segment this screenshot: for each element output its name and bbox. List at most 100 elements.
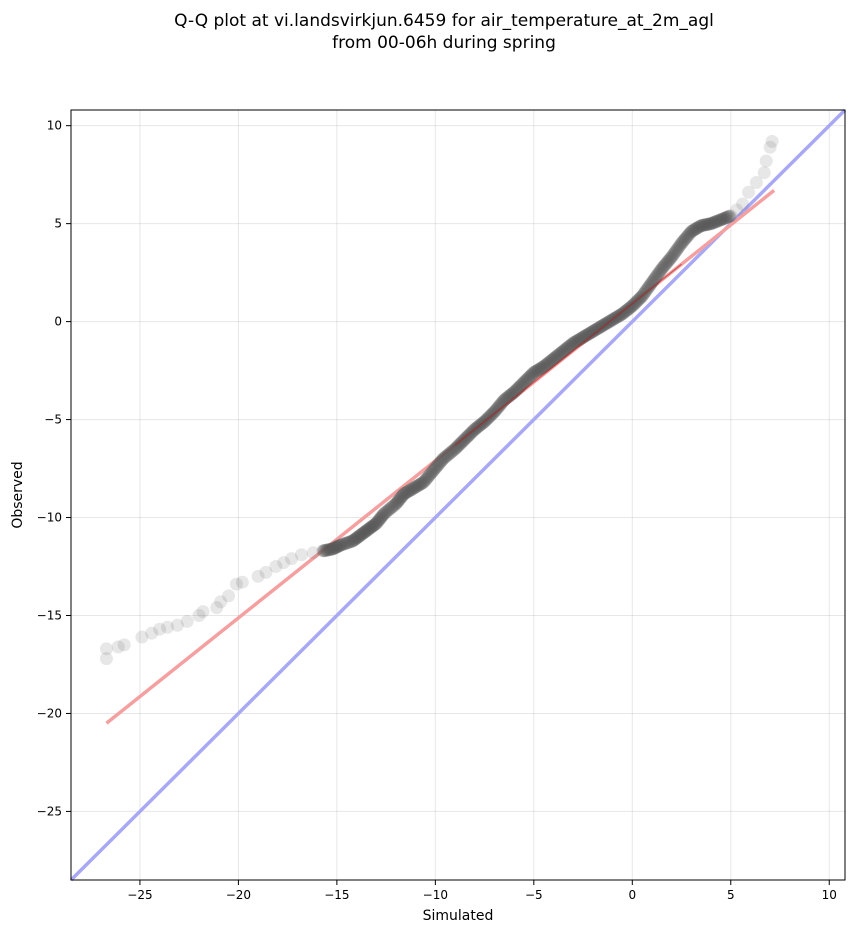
qq-point — [736, 197, 750, 211]
qq-point — [518, 374, 532, 388]
qq-point — [316, 544, 330, 558]
qq-point — [170, 618, 184, 632]
qq-point — [661, 254, 675, 268]
qq-point — [535, 360, 549, 374]
qq-point — [99, 642, 113, 656]
qq-point — [210, 601, 224, 615]
qq-point — [644, 277, 658, 291]
qq-point — [397, 487, 411, 501]
qq-point — [338, 536, 352, 550]
qq-point — [569, 335, 583, 349]
qq-point — [702, 217, 716, 231]
qq-point — [458, 432, 472, 446]
qq-point — [676, 235, 690, 249]
qq-point — [724, 209, 738, 223]
y-tick-label: −20 — [37, 706, 62, 720]
qq-point — [269, 560, 283, 574]
qq-point — [365, 519, 379, 533]
qq-point — [335, 537, 349, 551]
qq-point — [548, 351, 562, 365]
x-tick-label: 10 — [822, 888, 837, 902]
qq-point — [652, 265, 666, 279]
qq-point — [512, 380, 526, 394]
qq-point — [590, 322, 604, 336]
qq-point — [117, 638, 131, 652]
qq-point — [319, 543, 333, 557]
qq-point — [340, 536, 354, 550]
qq-point — [428, 462, 442, 476]
qq-point — [444, 446, 458, 460]
qq-point — [721, 210, 735, 224]
qq-point — [359, 524, 373, 538]
qq-point — [539, 358, 553, 372]
qq-point — [455, 435, 469, 449]
qq-point — [567, 335, 581, 349]
qq-point — [556, 344, 570, 358]
qq-point — [353, 529, 367, 543]
qq-point — [407, 481, 421, 495]
qq-point — [435, 453, 449, 467]
qq-point — [489, 403, 503, 417]
qq-point — [551, 348, 565, 362]
qq-point — [596, 319, 610, 333]
qq-point — [618, 305, 632, 319]
qq-point — [457, 433, 471, 447]
qq-point — [538, 359, 552, 373]
qq-point — [682, 227, 696, 241]
qq-point — [694, 219, 708, 233]
qq-point — [622, 302, 636, 316]
qq-point — [344, 535, 358, 549]
qq-point — [666, 248, 680, 262]
fit-line-core — [454, 263, 682, 446]
qq-point — [404, 483, 418, 497]
qq-point — [414, 477, 428, 491]
qq-point — [327, 541, 341, 555]
qq-point — [494, 397, 508, 411]
plot-frame — [70, 109, 846, 881]
qq-point — [383, 502, 397, 516]
y-tick-label: −25 — [37, 804, 62, 818]
qq-point — [693, 219, 707, 233]
qq-point — [386, 499, 400, 513]
qq-point — [700, 217, 714, 231]
qq-point — [549, 350, 563, 364]
qq-point — [705, 216, 719, 230]
qq-point — [715, 212, 729, 226]
qq-point — [486, 406, 500, 420]
qq-point — [356, 526, 370, 540]
qq-point — [412, 478, 426, 492]
qq-point — [528, 365, 542, 379]
qq-point — [523, 369, 537, 383]
qq-point — [306, 546, 320, 560]
qq-point — [409, 480, 423, 494]
qq-point — [614, 308, 628, 322]
qq-point — [695, 218, 709, 232]
qq-point — [689, 222, 703, 236]
qq-point — [363, 521, 377, 535]
y-axis-label: Observed — [10, 461, 26, 528]
qq-point — [429, 461, 443, 475]
qq-point — [361, 522, 375, 536]
qq-point — [683, 226, 697, 240]
qq-point — [423, 468, 437, 482]
qq-point — [495, 396, 509, 410]
qq-point — [434, 455, 448, 469]
qq-point — [519, 373, 533, 387]
qq-point — [343, 535, 357, 549]
qq-point — [517, 375, 531, 389]
qq-point — [647, 272, 661, 286]
qq-point — [532, 363, 546, 377]
qq-point — [730, 203, 744, 217]
qq-point — [326, 542, 340, 556]
qq-point — [554, 346, 568, 360]
qq-point — [592, 321, 606, 335]
qq-point — [192, 608, 206, 622]
qq-point — [424, 466, 438, 480]
qq-point — [370, 515, 384, 529]
qq-point — [372, 513, 386, 527]
qq-point — [681, 229, 695, 243]
qq-point — [540, 357, 554, 371]
qq-point — [558, 343, 572, 357]
qq-point — [640, 282, 654, 296]
